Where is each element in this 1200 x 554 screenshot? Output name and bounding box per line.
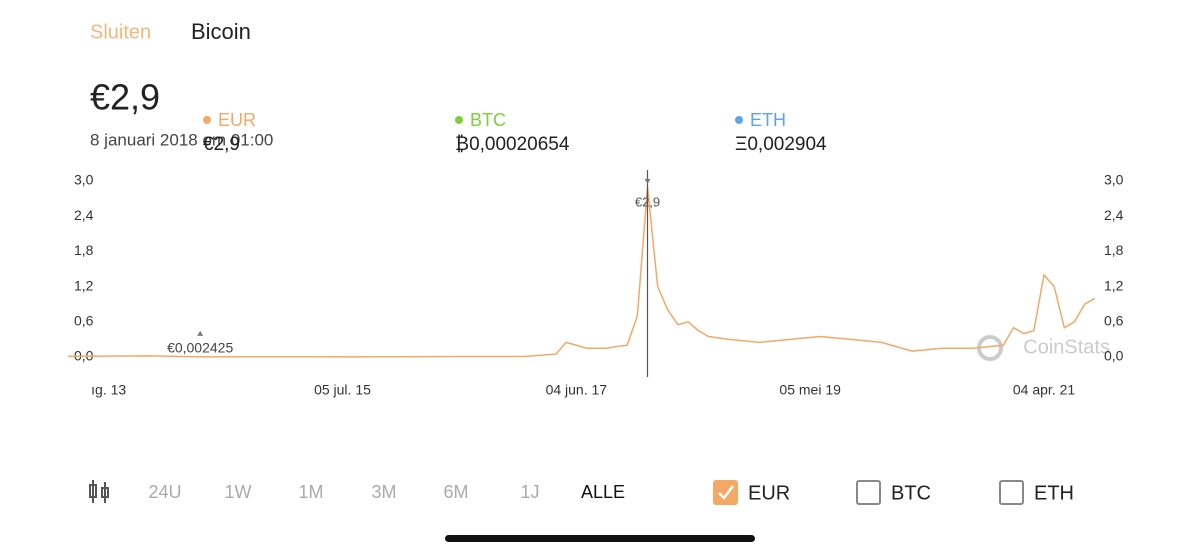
legend-dot [203,116,211,124]
y2-tick-label: 0,0 [1104,348,1124,364]
legend-name: EUR [218,110,256,130]
y-tick-label: 1,2 [74,277,94,293]
annotation-label: €2,9 [635,194,660,209]
legend-dot [735,116,743,124]
y2-tick-label: 0,6 [1104,313,1124,329]
checkbox[interactable] [713,480,738,505]
watermark: CoinStats [1023,336,1110,358]
legend-value: ₿0,00020654 [455,134,570,155]
date: 8 januari 2018 om 01:00 [90,130,273,149]
x-tick-label: 04 jun. 17 [546,382,608,398]
y-tick-label: 3,0 [74,172,94,188]
price: €2,9 [90,77,160,118]
range-button[interactable]: ALLE [581,482,625,502]
x-tick-label: 05 mei 19 [779,382,841,398]
range-button[interactable]: 1J [520,482,539,502]
tab[interactable]: Sluiten [90,21,151,43]
legend-value: €2,9 [203,134,240,155]
annotation-marker [644,178,651,184]
range-button[interactable]: 6M [443,482,468,502]
legend-name: BTC [470,110,506,130]
candle-icon[interactable] [89,480,109,503]
home-indicator [445,535,755,542]
checkmark [718,485,734,500]
y2-tick-label: 2,4 [1104,207,1124,223]
y2-tick-label: 3,0 [1104,172,1124,188]
y-tick-label: 2,4 [74,207,94,223]
annotation-label: €0,002425 [167,340,233,356]
checkbox[interactable] [999,480,1024,505]
y-tick-label: 1,8 [74,242,94,258]
range-button[interactable]: 1M [298,482,323,502]
x-tick-label: 05 jul. 15 [314,382,371,398]
price-line [67,186,1096,358]
y-tick-label: 0,6 [74,313,94,329]
x-tick-label: 04 apr. 21 [1013,382,1075,398]
range-button[interactable]: 3M [371,482,396,502]
legend-dot [455,116,463,124]
range-button[interactable]: 24U [148,482,181,502]
annotation-marker [197,330,204,336]
y2-tick-label: 1,8 [1104,242,1124,258]
y2-tick-label: 1,2 [1104,277,1124,293]
toggle-label[interactable]: EUR [748,482,790,504]
legend-name: ETH [750,110,786,130]
tab[interactable]: Bicoin [191,19,251,44]
toggle-label[interactable]: ETH [1034,482,1074,504]
range-button[interactable]: 1W [225,482,252,502]
toggle-label[interactable]: BTC [891,482,931,504]
x-tick-label: ıg. 13 [91,382,126,398]
legend-value: Ξ0,002904 [735,134,827,155]
checkbox[interactable] [856,480,881,505]
